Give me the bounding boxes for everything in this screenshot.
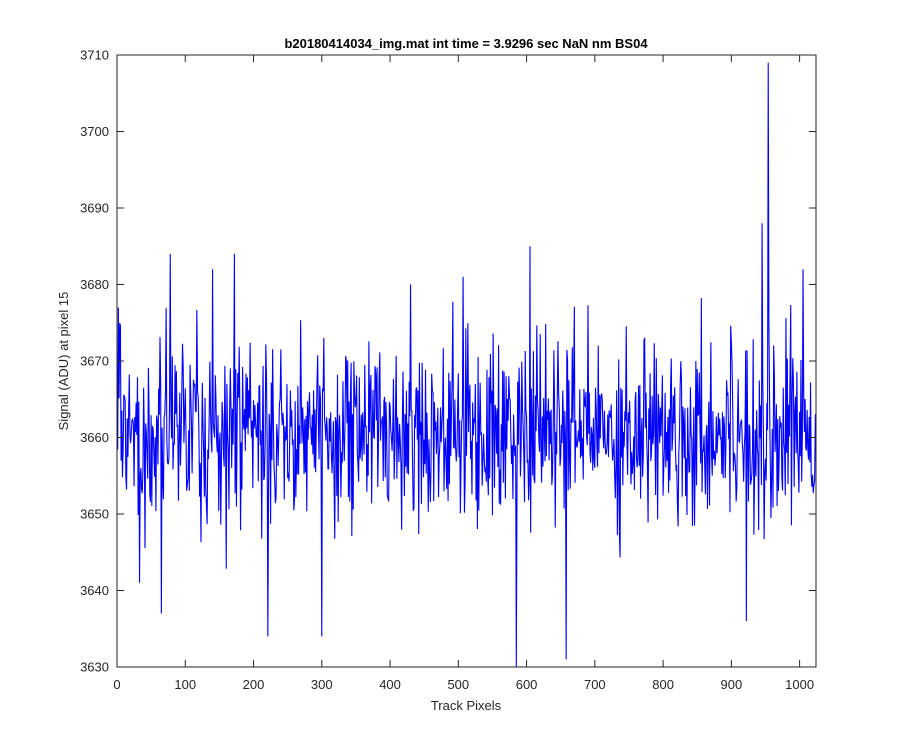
x-tick-label: 0 bbox=[113, 677, 120, 692]
signal-series-line bbox=[117, 62, 817, 668]
y-tick-label: 3630 bbox=[80, 660, 109, 675]
y-axis-label: Signal (ADU) at pixel 15 bbox=[56, 292, 71, 431]
y-tick-label: 3710 bbox=[80, 48, 109, 63]
x-tick-label: 900 bbox=[721, 677, 743, 692]
x-tick-label: 200 bbox=[243, 677, 265, 692]
x-tick-label: 500 bbox=[447, 677, 469, 692]
x-tick-label: 100 bbox=[174, 677, 196, 692]
data-layer bbox=[117, 62, 817, 668]
x-tick-label: 400 bbox=[379, 677, 401, 692]
y-tick-label: 3700 bbox=[80, 124, 109, 139]
x-tick-label: 800 bbox=[652, 677, 674, 692]
y-tick-label: 3670 bbox=[80, 354, 109, 369]
y-tick-label: 3660 bbox=[80, 430, 109, 445]
y-tick-label: 3690 bbox=[80, 201, 109, 216]
y-tick-label: 3650 bbox=[80, 507, 109, 522]
x-tick-label: 700 bbox=[584, 677, 606, 692]
x-axis-label: Track Pixels bbox=[431, 698, 502, 713]
axes: 0 100 200 300 400 500 600 700 800 900 1000 3630 3640… bbox=[80, 48, 817, 692]
y-tick-label: 3680 bbox=[80, 277, 109, 292]
x-tick-label: 300 bbox=[311, 677, 333, 692]
chart-title: b20180414034_img.mat int time = 3.9296 s… bbox=[284, 36, 648, 51]
x-tick-label: 1000 bbox=[785, 677, 814, 692]
x-tick-label: 600 bbox=[516, 677, 538, 692]
y-tick-label: 3640 bbox=[80, 583, 109, 598]
